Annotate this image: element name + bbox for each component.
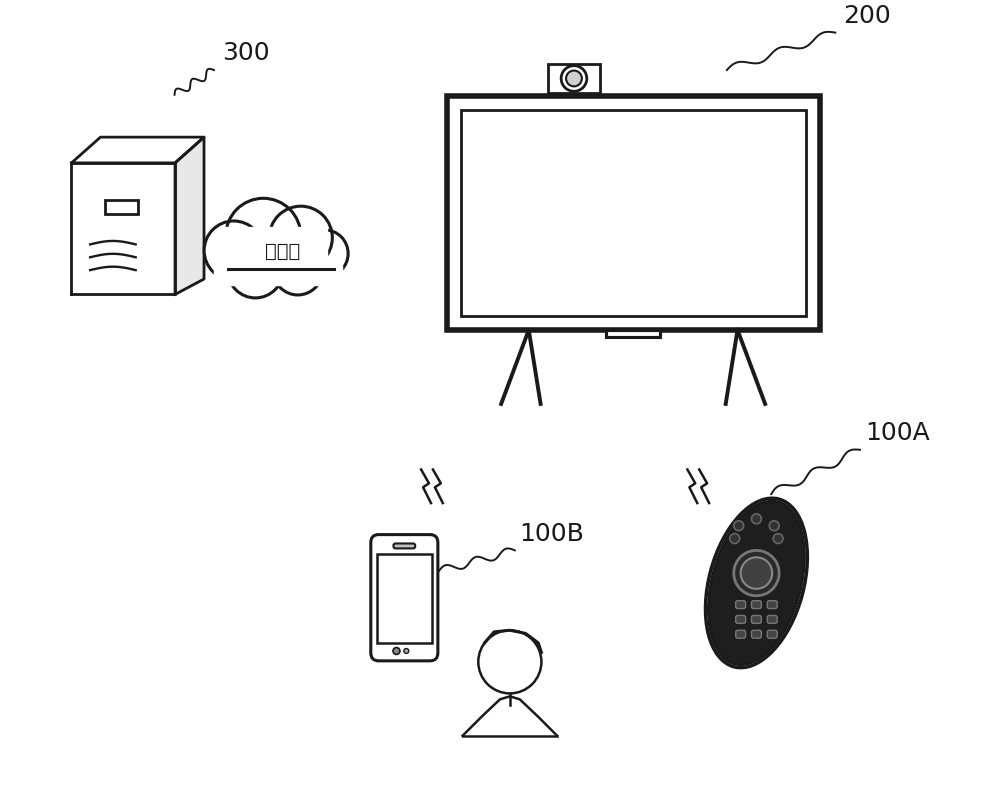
Text: 300: 300 (222, 41, 270, 65)
Circle shape (773, 534, 783, 543)
Ellipse shape (708, 501, 804, 665)
Bar (219, 226, 327, 270)
FancyBboxPatch shape (767, 630, 777, 638)
Circle shape (204, 221, 263, 280)
Circle shape (769, 521, 779, 531)
FancyBboxPatch shape (767, 600, 777, 608)
Circle shape (734, 521, 744, 531)
Circle shape (751, 514, 761, 523)
Circle shape (566, 71, 582, 86)
Circle shape (273, 246, 322, 295)
Bar (606, 330, 660, 337)
FancyBboxPatch shape (767, 615, 777, 623)
Circle shape (393, 648, 400, 654)
Bar (548, 63, 600, 94)
Circle shape (561, 66, 587, 91)
FancyBboxPatch shape (751, 630, 761, 638)
Polygon shape (175, 137, 204, 294)
FancyBboxPatch shape (751, 600, 761, 608)
Circle shape (228, 243, 283, 298)
Bar (105, 200, 138, 214)
Text: 100A: 100A (865, 421, 930, 445)
Circle shape (730, 534, 740, 543)
Ellipse shape (705, 498, 807, 668)
FancyBboxPatch shape (393, 543, 415, 549)
Bar (377, 554, 432, 643)
FancyBboxPatch shape (736, 600, 746, 608)
Bar (214, 266, 342, 285)
Ellipse shape (734, 550, 779, 596)
Text: 100B: 100B (520, 523, 585, 546)
Circle shape (301, 230, 348, 278)
Text: 互联网: 互联网 (265, 242, 301, 261)
Circle shape (404, 649, 409, 653)
Circle shape (269, 206, 332, 270)
Bar (447, 96, 820, 330)
Circle shape (226, 198, 301, 274)
FancyBboxPatch shape (751, 615, 761, 623)
Bar (219, 227, 327, 270)
FancyBboxPatch shape (736, 630, 746, 638)
Polygon shape (71, 137, 204, 163)
Polygon shape (71, 163, 175, 294)
Text: 200: 200 (843, 4, 891, 28)
FancyBboxPatch shape (371, 534, 438, 661)
Ellipse shape (741, 557, 772, 589)
Bar (461, 110, 806, 316)
FancyBboxPatch shape (736, 615, 746, 623)
